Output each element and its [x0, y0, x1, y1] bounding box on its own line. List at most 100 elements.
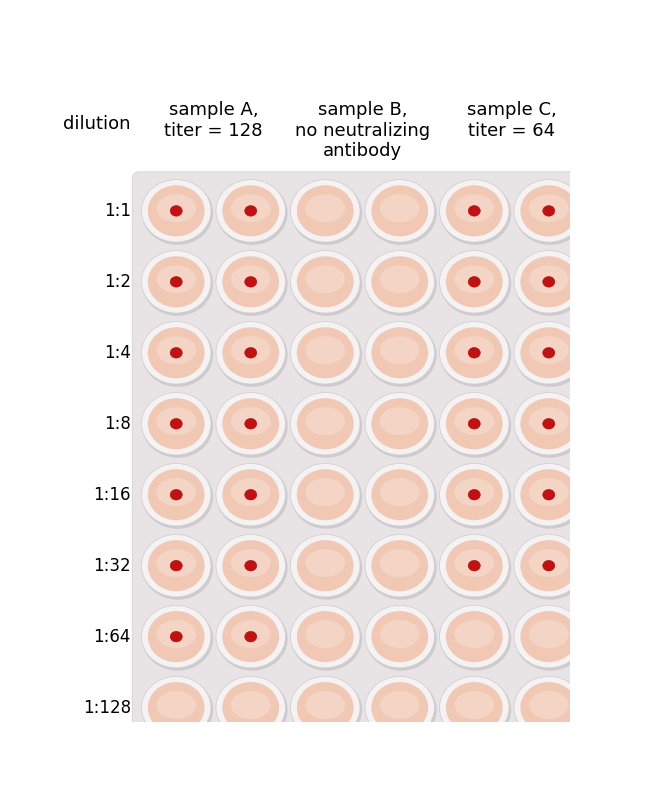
Ellipse shape	[454, 691, 494, 719]
Ellipse shape	[244, 205, 257, 217]
Ellipse shape	[372, 398, 428, 449]
Ellipse shape	[366, 465, 437, 529]
Ellipse shape	[372, 611, 428, 662]
Ellipse shape	[515, 607, 586, 671]
Ellipse shape	[217, 465, 288, 529]
Ellipse shape	[468, 489, 481, 500]
Ellipse shape	[542, 560, 555, 571]
Ellipse shape	[446, 328, 502, 378]
Ellipse shape	[223, 469, 279, 521]
Ellipse shape	[515, 252, 586, 316]
Ellipse shape	[217, 536, 288, 600]
Ellipse shape	[514, 676, 584, 739]
Ellipse shape	[231, 265, 271, 294]
Ellipse shape	[156, 265, 196, 294]
Ellipse shape	[290, 180, 360, 242]
Ellipse shape	[454, 478, 494, 506]
Ellipse shape	[529, 549, 569, 577]
FancyBboxPatch shape	[132, 172, 593, 747]
Ellipse shape	[515, 181, 586, 245]
Ellipse shape	[454, 620, 494, 648]
Ellipse shape	[366, 607, 437, 671]
Ellipse shape	[514, 605, 584, 668]
Ellipse shape	[521, 469, 577, 521]
Ellipse shape	[290, 251, 360, 313]
Ellipse shape	[366, 678, 437, 741]
Ellipse shape	[372, 682, 428, 733]
Ellipse shape	[529, 407, 569, 436]
Ellipse shape	[454, 337, 494, 364]
Ellipse shape	[521, 328, 577, 378]
Ellipse shape	[244, 560, 257, 571]
Ellipse shape	[439, 534, 509, 597]
Ellipse shape	[141, 464, 211, 526]
Ellipse shape	[305, 620, 345, 648]
Ellipse shape	[521, 540, 577, 591]
Ellipse shape	[217, 181, 288, 245]
Text: sample B,
no neutralizing
antibody: sample B, no neutralizing antibody	[295, 101, 430, 161]
Ellipse shape	[142, 678, 213, 741]
Ellipse shape	[514, 322, 584, 384]
Ellipse shape	[297, 682, 353, 733]
Ellipse shape	[380, 407, 420, 436]
Ellipse shape	[372, 540, 428, 591]
Ellipse shape	[440, 181, 511, 245]
Ellipse shape	[542, 277, 555, 287]
Ellipse shape	[372, 185, 428, 237]
Ellipse shape	[142, 536, 213, 600]
Ellipse shape	[297, 469, 353, 521]
Ellipse shape	[156, 691, 196, 719]
Ellipse shape	[529, 620, 569, 648]
Ellipse shape	[216, 322, 286, 384]
Ellipse shape	[529, 691, 569, 719]
Ellipse shape	[529, 195, 569, 222]
Ellipse shape	[216, 605, 286, 668]
Ellipse shape	[529, 265, 569, 294]
Ellipse shape	[156, 337, 196, 364]
Ellipse shape	[446, 256, 502, 307]
Ellipse shape	[223, 611, 279, 662]
Ellipse shape	[542, 205, 555, 217]
Ellipse shape	[440, 536, 511, 600]
Ellipse shape	[305, 407, 345, 436]
Ellipse shape	[216, 251, 286, 313]
Ellipse shape	[223, 328, 279, 378]
Ellipse shape	[446, 185, 502, 237]
Ellipse shape	[521, 256, 577, 307]
Text: 1:1: 1:1	[104, 202, 131, 220]
Ellipse shape	[170, 205, 183, 217]
Ellipse shape	[372, 256, 428, 307]
Ellipse shape	[297, 185, 353, 237]
Ellipse shape	[170, 418, 183, 429]
Ellipse shape	[216, 676, 286, 739]
Ellipse shape	[365, 180, 435, 242]
Ellipse shape	[514, 464, 584, 526]
Ellipse shape	[223, 682, 279, 733]
Ellipse shape	[468, 418, 481, 429]
Ellipse shape	[170, 560, 183, 571]
Ellipse shape	[542, 418, 555, 429]
Ellipse shape	[216, 393, 286, 455]
Ellipse shape	[231, 407, 271, 436]
Ellipse shape	[515, 465, 586, 529]
Ellipse shape	[380, 265, 420, 294]
Ellipse shape	[217, 394, 288, 457]
Ellipse shape	[291, 394, 362, 457]
Ellipse shape	[515, 394, 586, 457]
Ellipse shape	[244, 631, 257, 642]
Ellipse shape	[156, 407, 196, 436]
Ellipse shape	[380, 337, 420, 364]
Ellipse shape	[305, 337, 345, 364]
Ellipse shape	[365, 605, 435, 668]
Ellipse shape	[439, 464, 509, 526]
Ellipse shape	[142, 252, 213, 316]
Ellipse shape	[365, 464, 435, 526]
Ellipse shape	[156, 549, 196, 577]
Ellipse shape	[305, 265, 345, 294]
Ellipse shape	[439, 251, 509, 313]
Ellipse shape	[290, 605, 360, 668]
Ellipse shape	[231, 620, 271, 648]
Ellipse shape	[440, 394, 511, 457]
Ellipse shape	[305, 478, 345, 506]
Ellipse shape	[142, 607, 213, 671]
